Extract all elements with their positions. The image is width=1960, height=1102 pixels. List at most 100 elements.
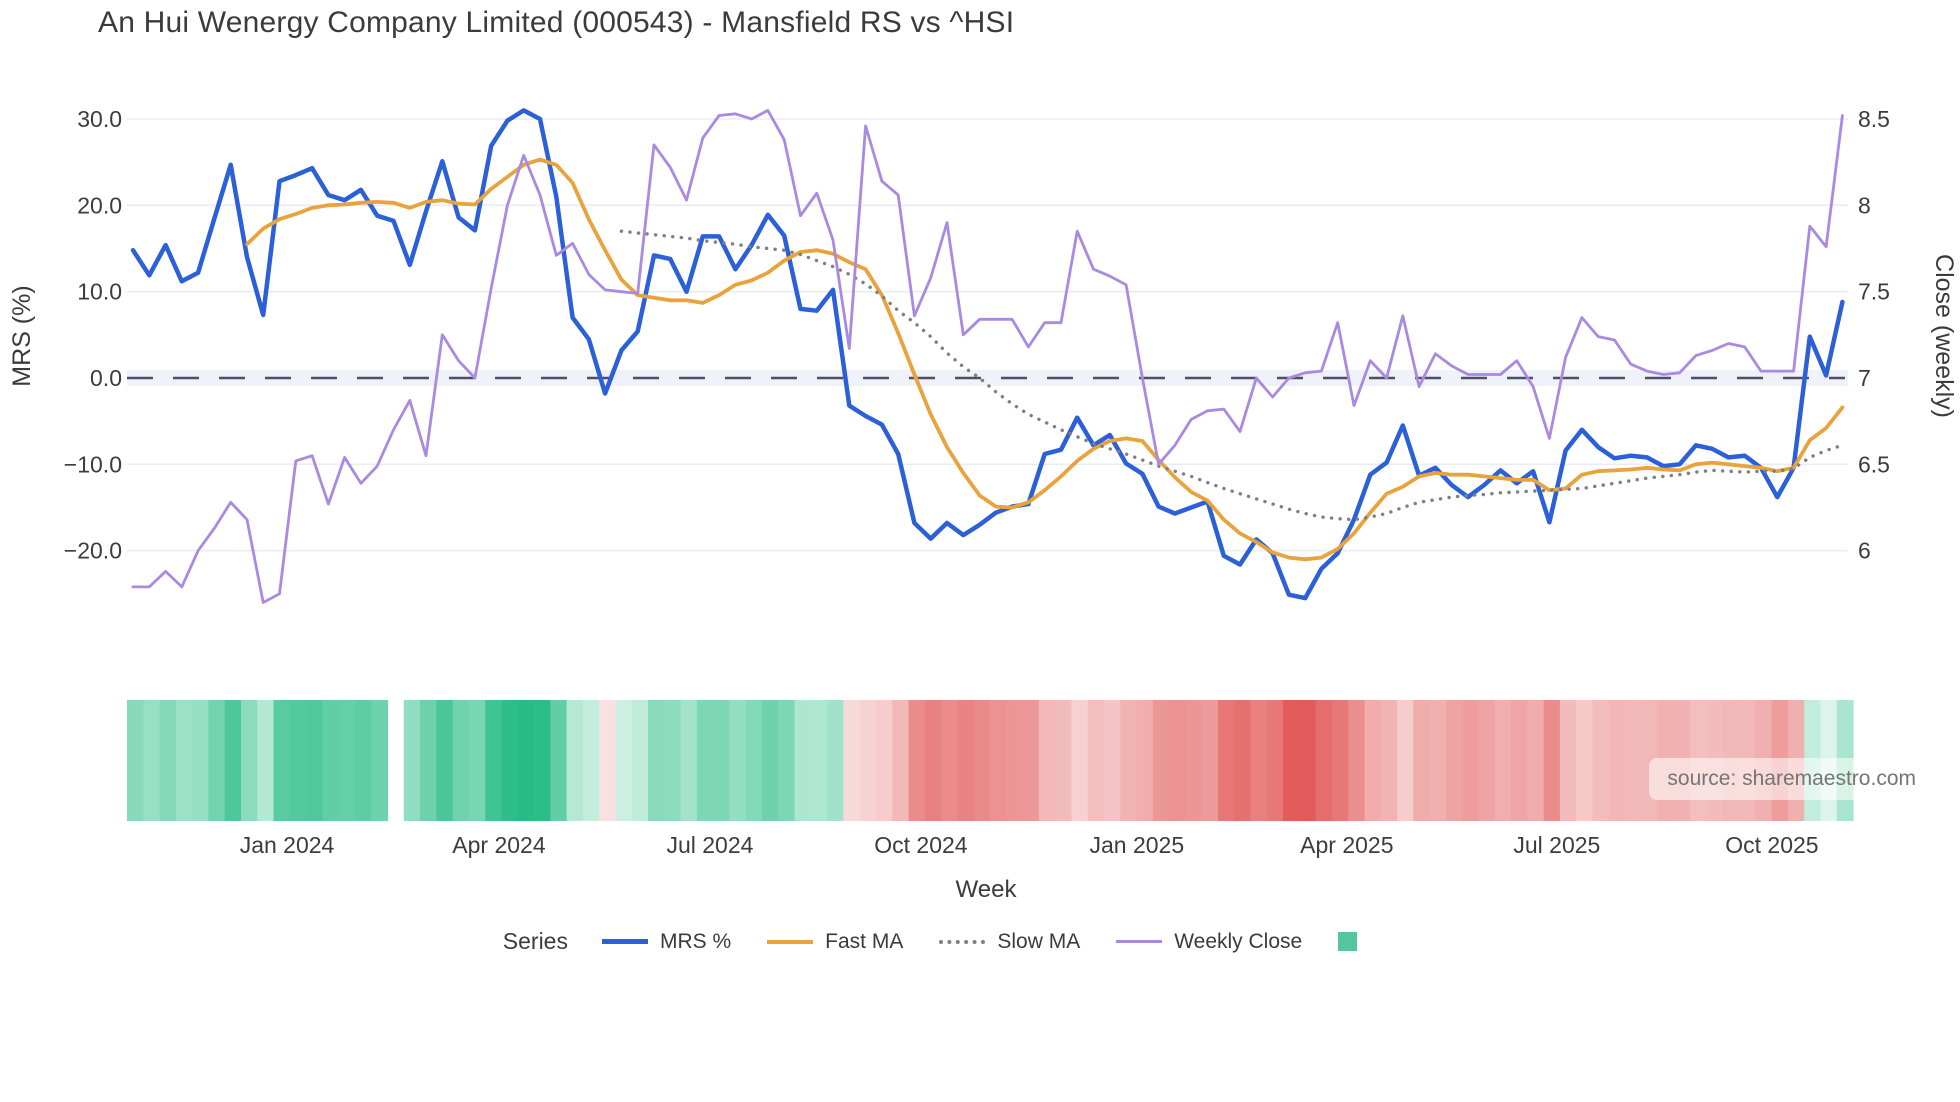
heatmap-cell xyxy=(924,700,942,821)
legend-item-label: Slow MA xyxy=(997,929,1081,953)
heatmap-cell xyxy=(257,700,275,821)
heatmap-cell xyxy=(1038,700,1056,821)
y-axis-tick-left: 10.0 xyxy=(77,279,122,305)
heatmap-cell xyxy=(338,700,356,821)
y-axis-tick-left: 0.0 xyxy=(90,365,122,391)
heatmap-cell xyxy=(1217,700,1235,821)
legend: Series MRS % Fast MA Slow MA Weekly Close xyxy=(0,928,1910,955)
heatmap-cell xyxy=(1331,700,1349,821)
heatmap-cell xyxy=(1380,700,1398,821)
heatmap-cell xyxy=(1266,700,1284,821)
series-line-slow-ma xyxy=(619,229,1845,522)
heatmap-cell xyxy=(843,700,861,821)
heatmap-cell xyxy=(1625,700,1642,821)
y-axis-title-right: Close (weekly) xyxy=(1930,254,1958,418)
y-axis-tick-right: 7 xyxy=(1858,365,1871,391)
heatmap-cell xyxy=(289,700,307,821)
legend-item-label: MRS % xyxy=(659,929,732,953)
heatmap-cell xyxy=(680,700,698,821)
heatmap-cell xyxy=(468,700,486,821)
x-axis-tick: Oct 2025 xyxy=(1725,832,1818,858)
chart-title: An Hui Wenergy Company Limited (000543) … xyxy=(98,6,1015,39)
heatmap-cell xyxy=(1136,700,1154,821)
heatmap-cell xyxy=(240,700,258,821)
heatmap-cell xyxy=(990,700,1007,821)
heatmap-cell xyxy=(615,700,633,821)
legend-item-heatmap[interactable] xyxy=(1338,932,1358,951)
legend-swatch xyxy=(1338,932,1358,951)
heatmap-cell xyxy=(1543,700,1561,821)
y-axis-tick-right: 6 xyxy=(1858,538,1871,564)
heatmap-cell xyxy=(550,700,568,821)
heatmap-cell xyxy=(175,700,193,821)
heatmap-cell xyxy=(273,700,291,821)
heatmap-cell xyxy=(1608,700,1626,821)
legend-item-weekly-close[interactable]: Weekly Close xyxy=(1116,930,1302,954)
heatmap-cell xyxy=(159,700,177,821)
source-note: source: sharemaestro.com xyxy=(1649,758,1934,800)
heatmap-cell xyxy=(713,700,731,821)
heatmap-cell xyxy=(794,700,812,821)
y-axis-tick-left: 30.0 xyxy=(77,106,122,132)
heatmap-cell xyxy=(403,700,421,821)
heatmap-cell xyxy=(941,700,959,821)
heatmap-cell xyxy=(1413,700,1431,821)
heatmap-cell xyxy=(908,700,926,821)
y-axis-tick-left: −10.0 xyxy=(64,451,122,477)
heatmap-cell xyxy=(1201,700,1219,821)
heatmap-cell xyxy=(1315,700,1333,821)
heatmap-cell xyxy=(452,700,470,821)
heatmap-cell xyxy=(371,700,389,821)
heatmap-cell xyxy=(1250,700,1268,821)
heatmap-cell xyxy=(1429,700,1447,821)
legend-swatch xyxy=(601,939,648,944)
y-axis-tick-right: 6.5 xyxy=(1858,451,1890,477)
heatmap-cell xyxy=(1364,700,1382,821)
legend-item-fast-ma[interactable]: Fast MA xyxy=(767,930,903,954)
heatmap-cell xyxy=(420,700,437,821)
heatmap-cell xyxy=(322,700,340,821)
x-axis-tick: Jul 2025 xyxy=(1513,832,1600,858)
heatmap-cell xyxy=(436,700,454,821)
heatmap-cell xyxy=(306,700,323,821)
heatmap-cell xyxy=(1494,700,1512,821)
legend-swatch xyxy=(939,939,986,944)
legend-item-slow-ma[interactable]: Slow MA xyxy=(939,930,1080,954)
heatmap-cell xyxy=(1152,700,1170,821)
heatmap-cell xyxy=(696,700,714,821)
heatmap-cell xyxy=(778,700,796,821)
heatmap-cell xyxy=(127,700,144,821)
heatmap-cell xyxy=(664,700,682,821)
series-line-fast-ma xyxy=(245,157,1845,562)
legend-item-mrs-[interactable]: MRS % xyxy=(601,929,732,954)
heatmap-cell xyxy=(1511,700,1528,821)
y-axis-tick-right: 8 xyxy=(1858,192,1871,218)
x-axis-title: Week xyxy=(955,876,1017,903)
heatmap-cell xyxy=(1348,700,1366,821)
y-axis-tick-right: 8.5 xyxy=(1858,106,1890,132)
heatmap-cell xyxy=(1185,700,1203,821)
heatmap-cell xyxy=(1299,700,1317,821)
heatmap-cell xyxy=(631,700,649,821)
heatmap-cell xyxy=(1234,700,1252,821)
x-axis-tick: Oct 2024 xyxy=(874,832,968,858)
x-axis-tick: Jan 2025 xyxy=(1090,832,1185,858)
heatmap-cell xyxy=(1120,700,1138,821)
x-axis-tick: Apr 2024 xyxy=(452,832,546,858)
heatmap-cell xyxy=(1006,700,1024,821)
heatmap-cell xyxy=(1283,700,1300,821)
heatmap-cell xyxy=(1445,700,1463,821)
heatmap-cell xyxy=(192,700,210,821)
heatmap-cell xyxy=(1055,700,1073,821)
legend-swatch xyxy=(767,939,814,944)
heatmap-cell xyxy=(1559,700,1577,821)
heatmap-cell xyxy=(762,700,779,821)
y-axis-title-left: MRS (%) xyxy=(8,285,36,386)
heatmap-cell xyxy=(810,700,828,821)
heatmap-cell xyxy=(1169,700,1186,821)
series-line-weekly-close xyxy=(131,109,1844,604)
heatmap-cell xyxy=(534,700,551,821)
heatmap-cell xyxy=(224,700,242,821)
heatmap-cell xyxy=(648,700,665,821)
